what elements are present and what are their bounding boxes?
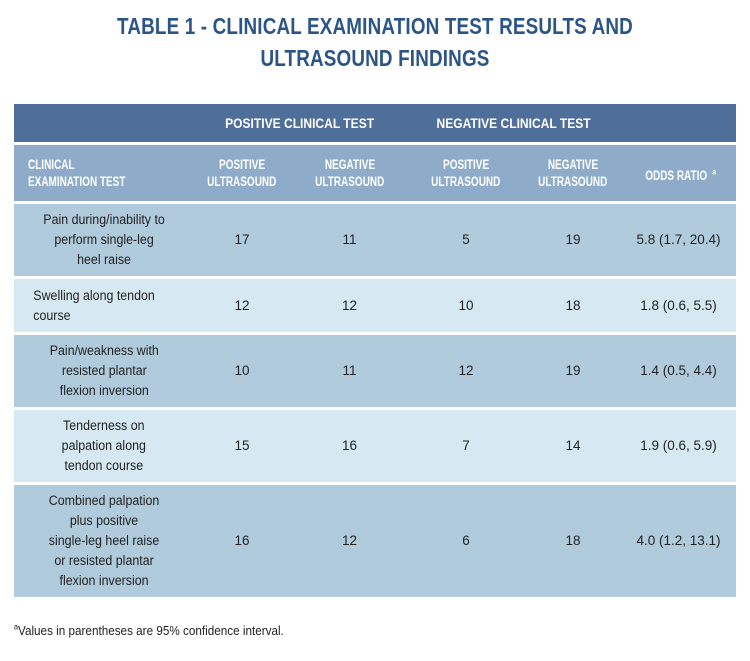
test-name-line: Swelling along tendon (33, 287, 155, 303)
col-header-odds-ratio: ODDS RATIO a (621, 142, 737, 203)
col-header-neg-ultrasound: NEGATIVE ULTRASOUND (292, 142, 408, 203)
table-row: Tenderness on palpation along tendon cours… (14, 407, 737, 484)
cell-odds-ratio: 1.9 (0.6, 5.9) (621, 407, 737, 484)
cell-pos-test-neg-ultrasound: 16 (292, 407, 408, 484)
column-header-row: CLINICAL EXAMINATION TEST POSITIVE ULTRASO… (14, 142, 737, 203)
cell-neg-test-neg-ultrasound: 14 (525, 407, 622, 484)
cell-test-name: Pain/weakness with resisted plantar flexio… (14, 332, 192, 409)
title-line-2: ULTRASOUND FINDINGS (260, 45, 490, 71)
cell-pos-test-pos-ultrasound: 15 (192, 407, 292, 484)
cell-neg-test-neg-ultrasound: 18 (525, 276, 622, 334)
table-title: TABLE 1 - CLINICAL EXAMINATION TEST RESU… (68, 10, 683, 74)
test-name-line: tendon course (64, 458, 144, 473)
table-body: Pain during/inability to perform single-l… (14, 201, 737, 597)
col-header-test: CLINICAL EXAMINATION TEST (14, 142, 192, 203)
cell-neg-test-pos-ultrasound: 12 (407, 332, 526, 409)
cell-neg-test-pos-ultrasound: 7 (407, 407, 526, 484)
cell-test-name: Combined palpation plus positive single-le… (14, 482, 192, 597)
cell-pos-test-neg-ultrasound: 11 (292, 201, 408, 278)
footnote-text: Values in parentheses are 95% confidence… (18, 623, 284, 638)
cell-pos-test-neg-ultrasound: 12 (292, 276, 408, 334)
col-header-pos-ultrasound: POSITIVE ULTRASOUND (192, 142, 292, 203)
group-header-positive: POSITIVE CLINICAL TEST (192, 104, 408, 144)
col-header-neg-ultrasound-2: NEGATIVE ULTRASOUND (525, 142, 622, 203)
test-name-line: single-leg heel raise (48, 533, 160, 548)
cell-neg-test-neg-ultrasound: 18 (525, 482, 622, 597)
cell-test-name: Pain during/inability to perform single-l… (14, 201, 192, 278)
results-table: POSITIVE CLINICAL TEST NEGATIVE CLINICAL… (14, 104, 737, 597)
test-name-line: Tenderness on (63, 418, 145, 433)
cell-pos-test-pos-ultrasound: 12 (192, 276, 292, 334)
test-name-line: Pain during/inability to (43, 212, 165, 227)
test-name-line: course (33, 307, 71, 323)
cell-test-name: Swelling along tendon course (14, 276, 192, 334)
footnote-marker: a (14, 622, 19, 632)
cell-odds-ratio: 1.4 (0.5, 4.4) (621, 332, 737, 409)
table-row: Pain during/inability to perform single-l… (14, 201, 737, 278)
test-name-line: flexion inversion (59, 573, 149, 588)
cell-neg-test-pos-ultrasound: 10 (407, 276, 526, 334)
cell-neg-test-pos-ultrasound: 5 (407, 201, 526, 278)
cell-pos-test-neg-ultrasound: 12 (292, 482, 408, 597)
cell-pos-test-neg-ultrasound: 11 (292, 332, 408, 409)
table-row: Pain/weakness with resisted plantar flexio… (14, 332, 737, 409)
test-name-line: flexion inversion (59, 383, 149, 398)
col-header-pos-ultrasound-2: POSITIVE ULTRASOUND (407, 142, 526, 203)
table-row: Swelling along tendon course 12 12 10 18 1.8 (… (14, 276, 737, 334)
cell-test-name: Tenderness on palpation along tendon cours… (14, 407, 192, 484)
cell-pos-test-pos-ultrasound: 16 (192, 482, 292, 597)
table-row: Combined palpation plus positive single-le… (14, 482, 737, 597)
test-name-line: palpation along (61, 438, 147, 453)
test-name-line: Pain/weakness with (49, 343, 159, 358)
cell-neg-test-neg-ultrasound: 19 (525, 201, 622, 278)
test-name-line: or resisted plantar (54, 553, 154, 568)
cell-neg-test-pos-ultrasound: 6 (407, 482, 526, 597)
title-line-1: TABLE 1 - CLINICAL EXAMINATION TEST RESU… (117, 13, 633, 39)
test-name-line: resisted plantar (61, 363, 147, 378)
group-header-row: POSITIVE CLINICAL TEST NEGATIVE CLINICAL… (14, 104, 737, 144)
group-header-empty-right (621, 104, 737, 144)
test-name-line: heel raise (77, 252, 131, 267)
cell-odds-ratio: 5.8 (1.7, 20.4) (621, 201, 737, 278)
footnote: aValues in parentheses are 95% confidenc… (14, 623, 284, 638)
group-header-negative: NEGATIVE CLINICAL TEST (407, 104, 622, 144)
group-header-empty (14, 104, 192, 144)
cell-pos-test-pos-ultrasound: 10 (192, 332, 292, 409)
test-name-line: Combined palpation (48, 493, 160, 508)
cell-pos-test-pos-ultrasound: 17 (192, 201, 292, 278)
cell-odds-ratio: 1.8 (0.6, 5.5) (621, 276, 737, 334)
test-name-line: perform single-leg (54, 232, 154, 247)
cell-odds-ratio: 4.0 (1.2, 13.1) (621, 482, 737, 597)
test-name-line: plus positive (69, 513, 139, 528)
cell-neg-test-neg-ultrasound: 19 (525, 332, 622, 409)
